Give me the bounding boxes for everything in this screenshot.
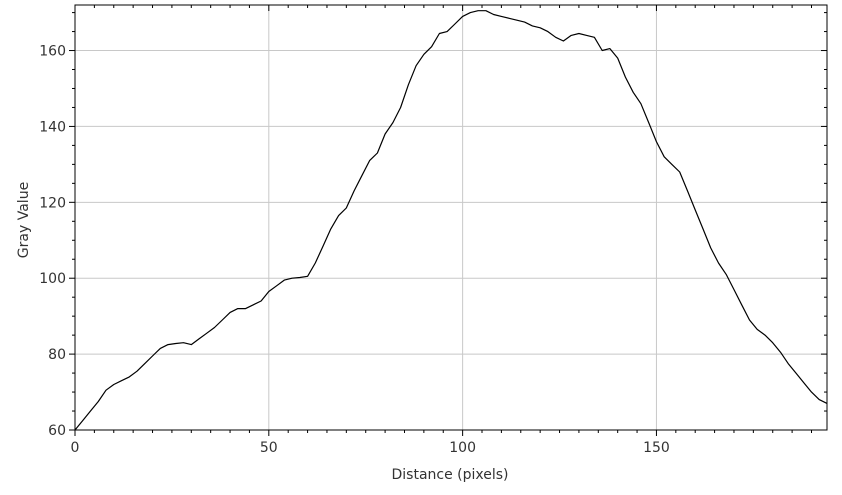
x-tick-label: 100 [449,440,476,456]
x-tick-label: 0 [71,440,80,456]
plot-frame [74,4,828,431]
axes: 0 50 100 150 60 80 100 120 140 160 [39,4,828,456]
y-tick-label: 60 [48,423,66,439]
y-axis-label: Gray Value [16,182,32,258]
y-tick-label: 160 [39,44,66,60]
data-series [74,10,828,431]
x-tick-label: 50 [260,440,278,456]
x-tick-label: 150 [643,440,670,456]
axis-labels: Distance (pixels) Gray Value [16,182,509,483]
y-tick-label: 140 [39,119,66,135]
x-axis-label: Distance (pixels) [391,467,508,483]
y-tick-label: 100 [39,271,66,287]
y-tick-label: 120 [39,195,66,211]
grid-lines [75,5,827,430]
profile-line [74,10,828,431]
y-tick-label: 80 [48,347,66,363]
